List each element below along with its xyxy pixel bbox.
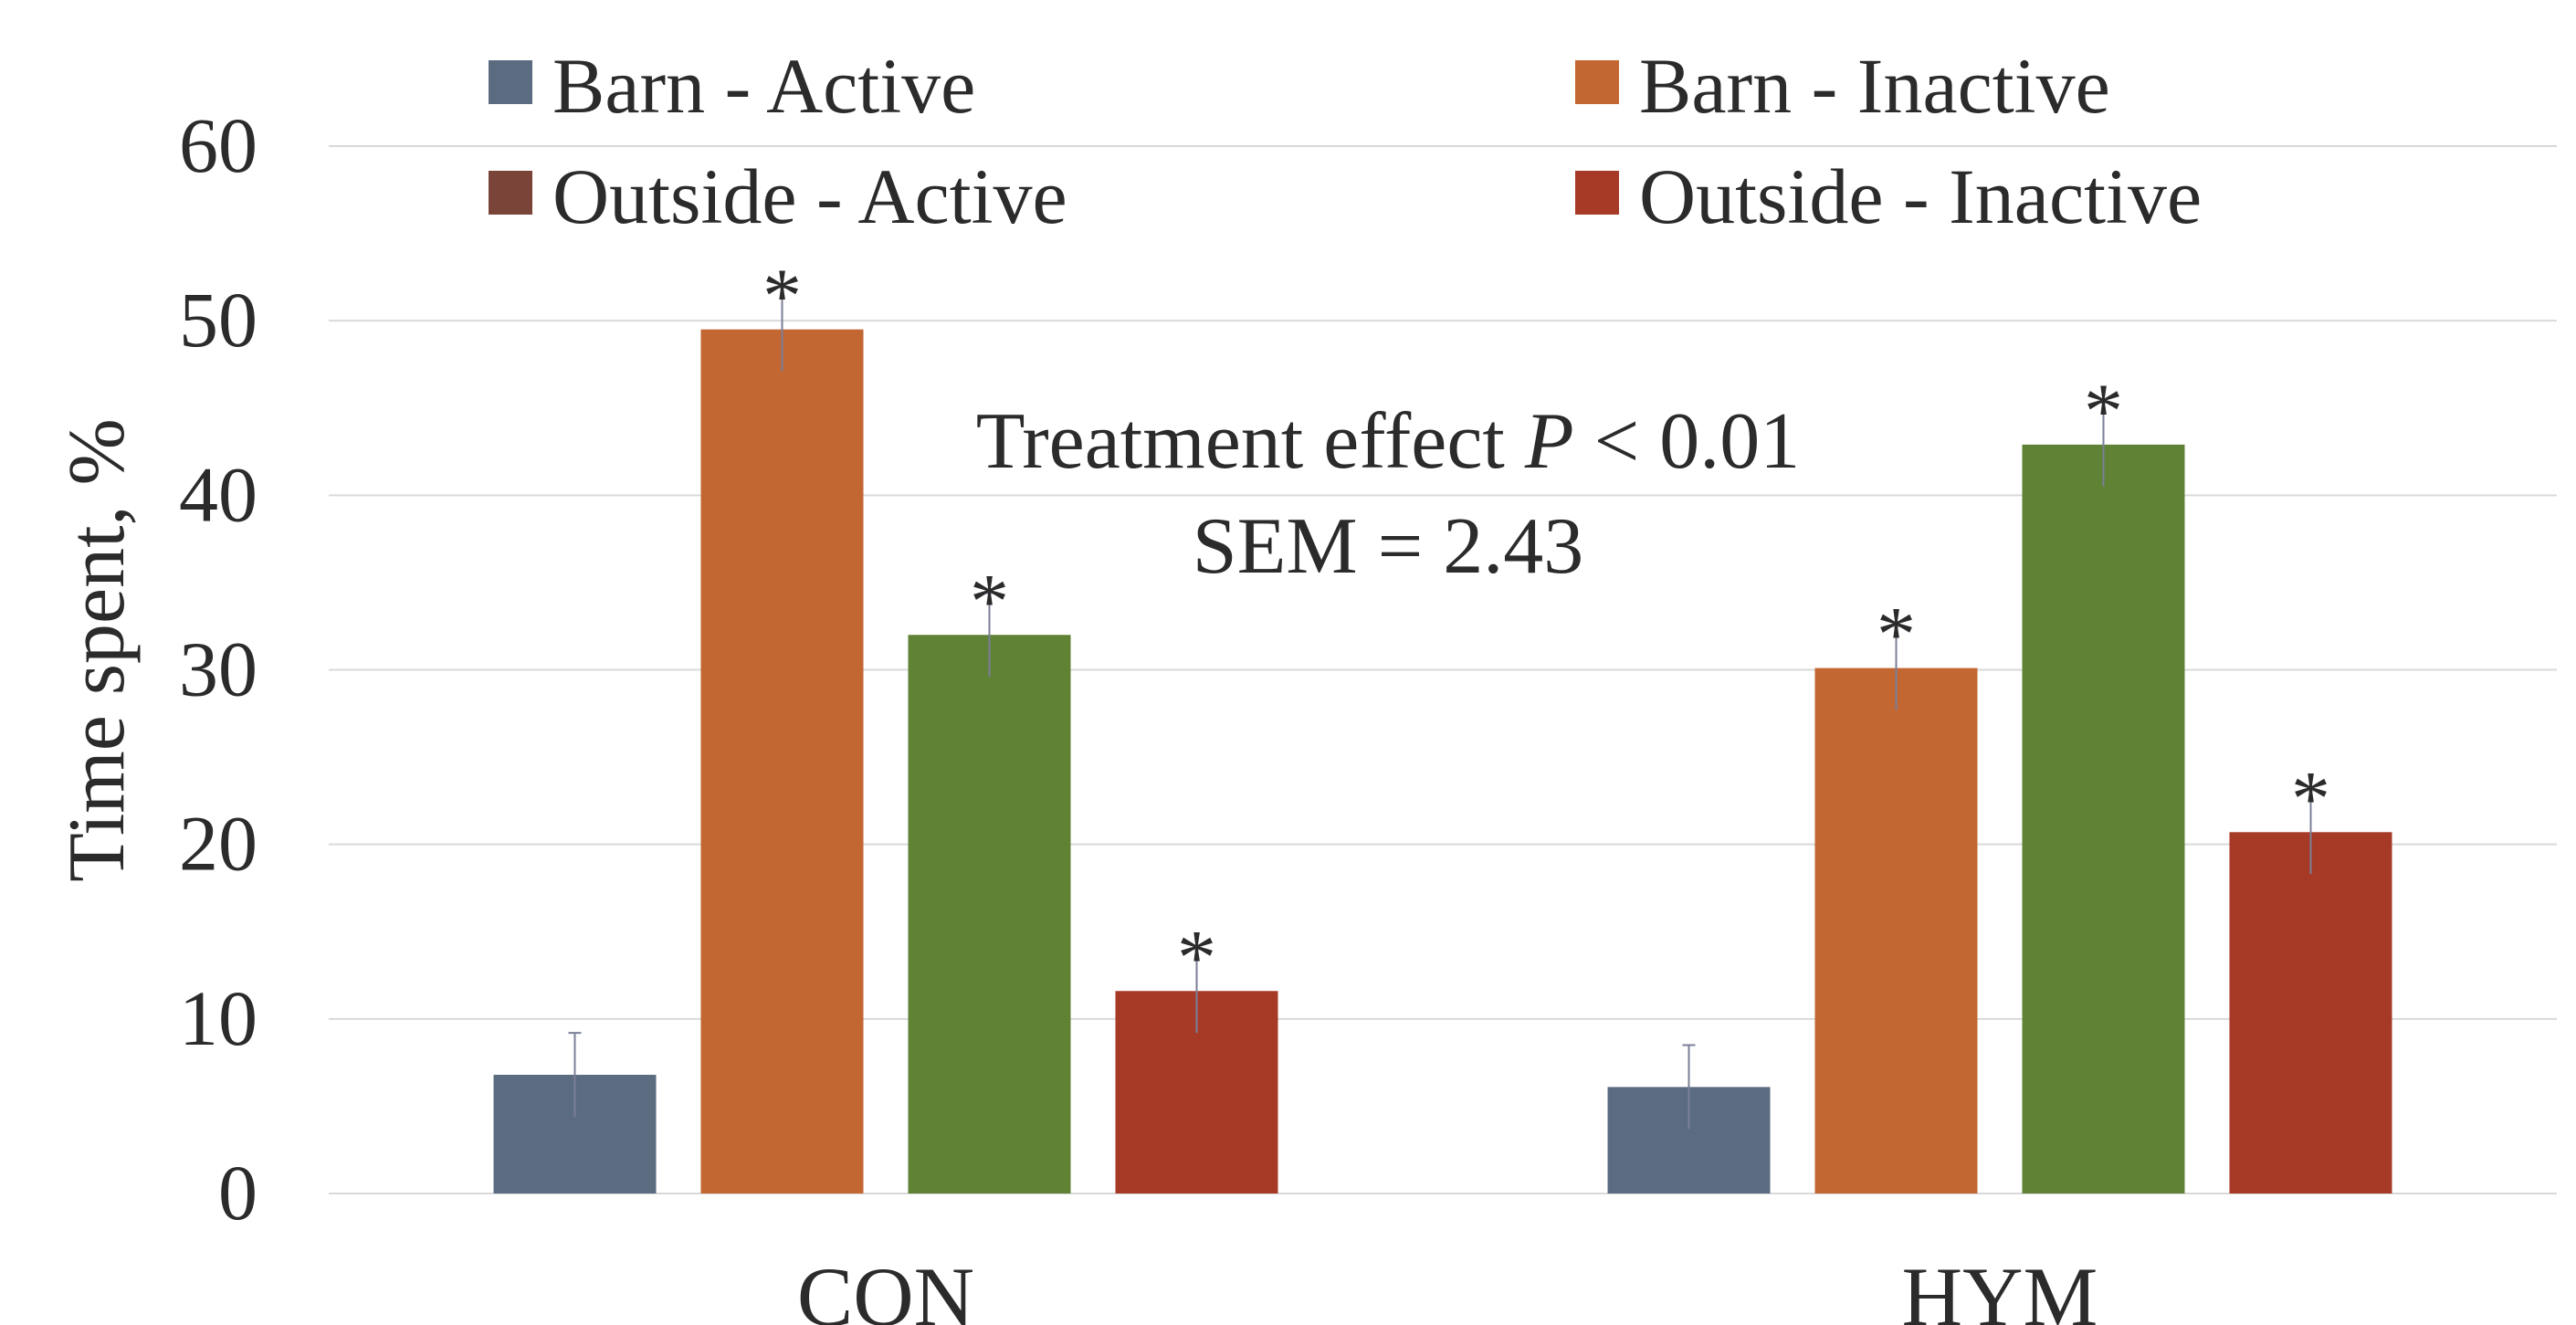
legend-swatch: [1575, 171, 1619, 215]
annotation-line-2: SEM = 2.43: [1193, 502, 1584, 591]
significance-marker: *: [970, 557, 1009, 645]
bar: [2229, 832, 2392, 1194]
gridlines: [329, 145, 2557, 1194]
legend-label: Barn - Active: [552, 42, 975, 130]
annotation-line-1: Treatment effect P < 0.01: [976, 397, 1801, 486]
y-axis-ticks: 0 10 20 30 40 50 60: [179, 101, 258, 1236]
y-tick-label: 60: [179, 101, 258, 189]
y-tick-label: 30: [179, 626, 258, 713]
annotation: Treatment effect P < 0.01 SEM = 2.43: [976, 397, 1801, 591]
legend-swatch: [1575, 60, 1619, 104]
legend-swatch: [489, 60, 532, 104]
y-tick-label: 20: [179, 800, 258, 888]
significance-marker: *: [2084, 367, 2123, 455]
x-tick-label: HYM: [1902, 1250, 2098, 1325]
significance-marker: *: [762, 252, 802, 340]
y-tick-label: 10: [179, 974, 258, 1062]
bars: * * * * * *: [493, 252, 2392, 1194]
bar: [908, 635, 1071, 1194]
significance-marker: *: [1877, 591, 1916, 678]
y-tick-label: 50: [179, 276, 258, 363]
significance-marker: *: [1177, 913, 1216, 1001]
bar: [700, 329, 864, 1194]
legend-label: Barn - Inactive: [1639, 42, 2110, 130]
legend-label: Outside - Active: [552, 152, 1067, 240]
annotation-suffix: < 0.01: [1574, 397, 1801, 486]
x-tick-label: CON: [797, 1250, 974, 1325]
bar: [2022, 444, 2185, 1194]
y-tick-label: 0: [218, 1149, 258, 1236]
bar: [1814, 668, 1978, 1194]
x-axis-ticks: CON HYM: [797, 1250, 2098, 1325]
y-axis-label: Time spent, %: [53, 418, 142, 882]
annotation-p-italic: P: [1524, 397, 1574, 486]
annotation-prefix: Treatment effect: [976, 397, 1525, 486]
legend-swatch: [489, 171, 532, 215]
y-tick-label: 40: [179, 450, 258, 538]
legend-label: Outside - Inactive: [1639, 152, 2202, 240]
legend: Barn - Active Barn - Inactive Outside - Ac…: [489, 42, 2202, 240]
significance-marker: *: [2291, 754, 2330, 842]
